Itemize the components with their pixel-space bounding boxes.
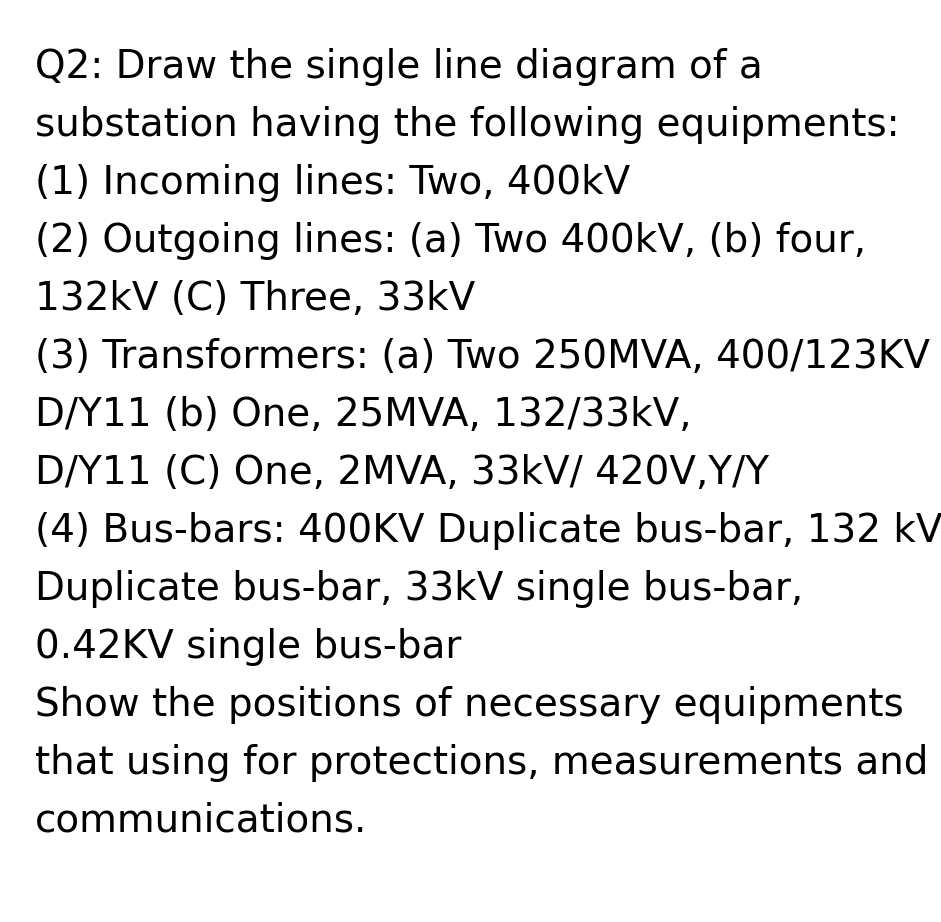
Text: D/Y11 (C) One, 2MVA, 33kV/ 420V,Y/Y: D/Y11 (C) One, 2MVA, 33kV/ 420V,Y/Y [35,454,769,492]
Text: (2) Outgoing lines: (a) Two 400kV, (b) four,: (2) Outgoing lines: (a) Two 400kV, (b) f… [35,222,866,260]
Text: that using for protections, measurements and: that using for protections, measurements… [35,744,929,782]
Text: Show the positions of necessary equipments: Show the positions of necessary equipmen… [35,686,903,724]
Text: D/Y11 (b) One, 25MVA, 132/33kV,: D/Y11 (b) One, 25MVA, 132/33kV, [35,396,692,434]
Text: Q2: Draw the single line diagram of a: Q2: Draw the single line diagram of a [35,48,763,86]
Text: Duplicate bus-bar, 33kV single bus-bar,: Duplicate bus-bar, 33kV single bus-bar, [35,570,803,608]
Text: (1) Incoming lines: Two, 400kV: (1) Incoming lines: Two, 400kV [35,164,630,202]
Text: communications.: communications. [35,802,367,840]
Text: (4) Bus-bars: 400KV Duplicate bus-bar, 132 kV-: (4) Bus-bars: 400KV Duplicate bus-bar, 1… [35,512,941,550]
Text: substation having the following equipments:: substation having the following equipmen… [35,106,900,144]
Text: 132kV (C) Three, 33kV: 132kV (C) Three, 33kV [35,280,475,318]
Text: (3) Transformers: (a) Two 250MVA, 400/123KV: (3) Transformers: (a) Two 250MVA, 400/12… [35,338,930,376]
Text: 0.42KV single bus-bar: 0.42KV single bus-bar [35,628,461,666]
